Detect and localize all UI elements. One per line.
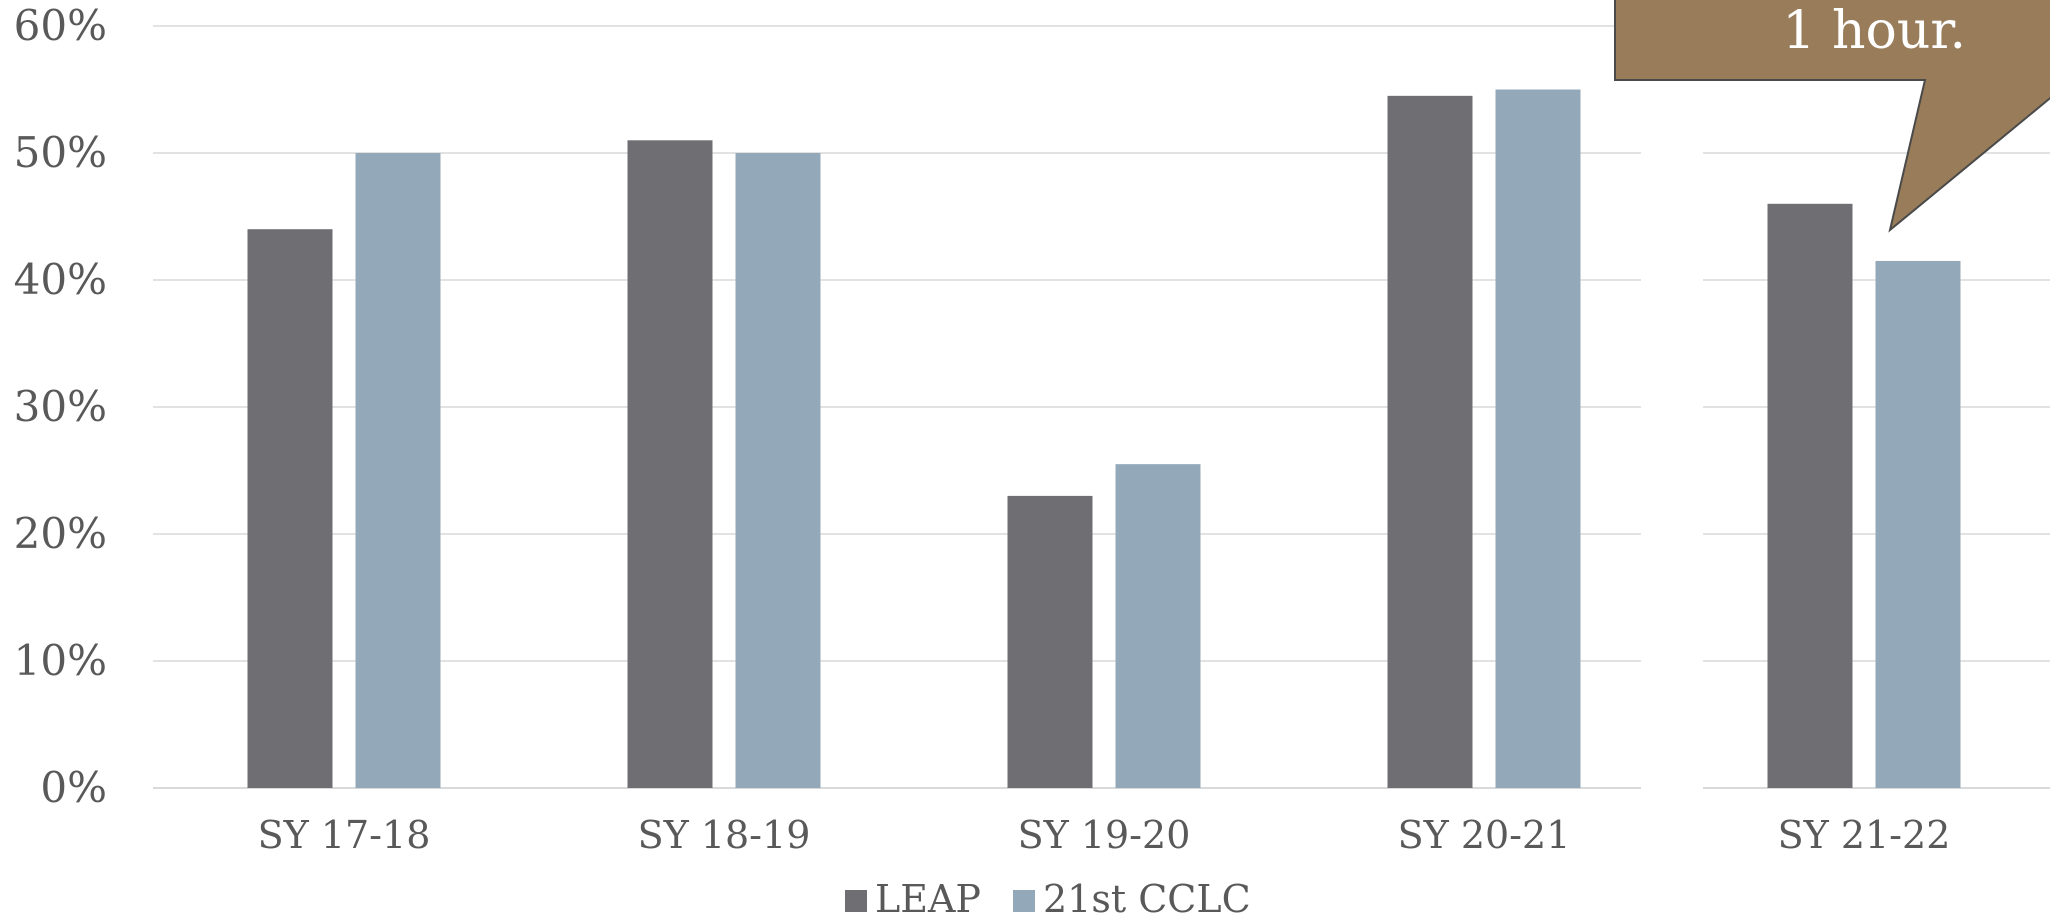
x-axis-labels: SY 17-18 SY 18-19 SY 19-20 SY 20-21 SY 21-22 bbox=[258, 813, 1951, 857]
y-tick-label: 50% bbox=[14, 128, 107, 177]
y-tick-label: 40% bbox=[14, 255, 107, 304]
legend-swatch bbox=[845, 890, 867, 912]
bar bbox=[1387, 95, 1473, 789]
y-tick-label: 30% bbox=[14, 382, 107, 431]
x-tick-label: SY 21-22 bbox=[1778, 813, 1951, 857]
callout-text: 1 hour. bbox=[1782, 1, 1966, 61]
legend-swatch bbox=[1013, 890, 1035, 912]
y-tick-label: 0% bbox=[40, 763, 107, 812]
bar bbox=[735, 153, 821, 788]
gridlines bbox=[153, 25, 2050, 800]
y-tick-label: 10% bbox=[14, 636, 107, 685]
y-tick-label: 20% bbox=[14, 509, 107, 558]
bar bbox=[627, 140, 713, 789]
legend-label: LEAP bbox=[875, 877, 981, 919]
callout-shape bbox=[1614, 0, 2050, 233]
legend: LEAP 21st CCLC bbox=[845, 877, 1251, 919]
bar bbox=[1495, 89, 1581, 788]
x-tick-label: SY 19-20 bbox=[1018, 813, 1191, 857]
bar bbox=[1767, 203, 1853, 789]
x-tick-label: SY 17-18 bbox=[258, 813, 431, 857]
bars bbox=[247, 89, 1961, 789]
bar bbox=[247, 229, 333, 788]
bar bbox=[1007, 495, 1093, 788]
x-tick-label: SY 20-21 bbox=[1398, 813, 1571, 857]
bar bbox=[355, 153, 441, 788]
gridline-gap bbox=[1641, 120, 1703, 800]
bar bbox=[1875, 260, 1961, 788]
y-axis-ticks: 0% 10% 20% 30% 40% 50% 60% bbox=[14, 1, 107, 812]
bar bbox=[1115, 464, 1201, 788]
x-tick-label: SY 18-19 bbox=[638, 813, 811, 857]
callout: 1 hour. bbox=[1614, 0, 2050, 233]
y-tick-label: 60% bbox=[14, 1, 107, 50]
legend-label: 21st CCLC bbox=[1043, 877, 1251, 919]
